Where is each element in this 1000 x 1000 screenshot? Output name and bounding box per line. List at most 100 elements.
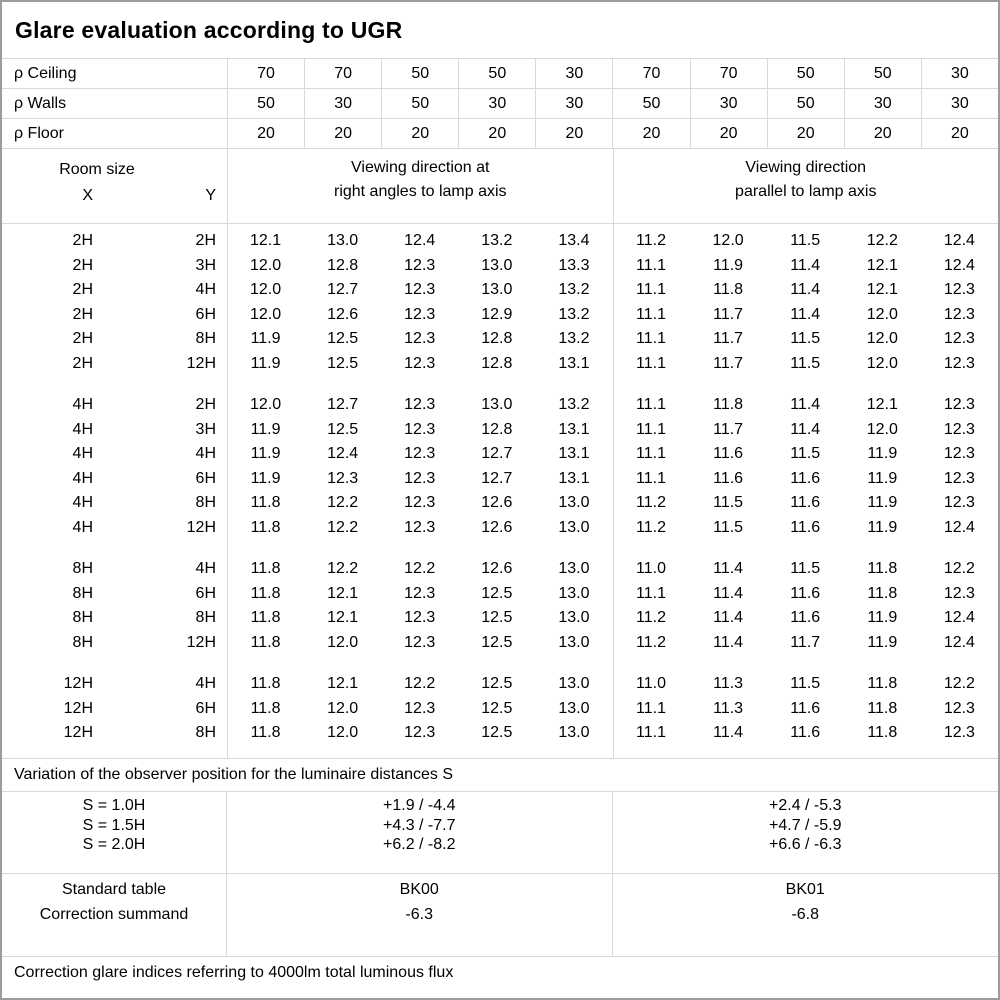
room-x-value: 12H [63, 675, 93, 692]
ugr-value: 12.3 [404, 609, 436, 627]
ugr-row: 2H 8H 11.9 12.5 12.3 12.8 13.2 11.1 11.7 11.5 12.0… [2, 327, 998, 352]
room-x-value: 4H [72, 519, 93, 537]
ugr-value: 11.2 [636, 633, 666, 651]
ugr-value: 11.8 [867, 699, 898, 717]
ugr-value: 12.3 [943, 469, 975, 487]
footer-note: Correction glare indices referring to 40… [14, 964, 454, 981]
ugr-value: 12.3 [404, 519, 436, 537]
ugr-value: 11.5 [713, 519, 744, 537]
ugr-value: 12.8 [327, 256, 359, 274]
s-values-parallel: +2.4 / -5.3 +4.7 / -5.9 +6.6 / -6.3 [613, 792, 999, 873]
ugr-value: 12.1 [327, 584, 359, 602]
room-x-value: 4H [72, 396, 93, 414]
viewing-direction-parallel-line2: parallel to lamp axis [735, 182, 877, 200]
ugr-data-area: 2H 2H 12.1 13.0 12.4 13.2 13.4 11.2 12.0 11.5 12.2… [2, 224, 998, 759]
ugr-value: 12.3 [404, 354, 436, 372]
ugr-value: 11.6 [713, 469, 744, 487]
s-correction-value: +6.2 / -8.2 [383, 836, 456, 853]
ugr-value: 13.2 [558, 330, 590, 348]
ugr-value: 11.1 [636, 330, 666, 348]
ugr-value: 12.0 [327, 699, 359, 717]
room-y-value: 6H [195, 699, 216, 717]
room-x-value: 4H [72, 469, 93, 487]
s-correction-value: +2.4 / -5.3 [769, 797, 842, 814]
room-size-header: Room size X Y [2, 149, 227, 223]
reflectance-row-label: ρ Walls [14, 95, 67, 112]
ugr-row: 2H 12H 11.9 12.5 12.3 12.8 13.1 11.1 11.7 11.5 12.… [2, 352, 998, 377]
ugr-value: 12.1 [866, 396, 898, 414]
ugr-row: 2H 6H 12.0 12.6 12.3 12.9 13.2 11.1 11.7 11.4 12.0… [2, 303, 998, 328]
ugr-value: 12.3 [943, 494, 975, 512]
ugr-value: 11.8 [250, 494, 281, 512]
room-x-value: 4H [72, 420, 93, 438]
ugr-value: 11.1 [636, 396, 666, 414]
room-y-value: 3H [195, 420, 216, 438]
ugr-row: 4H 12H 11.8 12.2 12.3 12.6 13.0 11.2 11.5 11.6 11.… [2, 516, 998, 541]
ugr-value: 12.3 [943, 445, 975, 463]
room-y-value: 3H [195, 256, 216, 274]
ugr-value: 12.2 [404, 560, 436, 578]
reflectance-value: 70 [689, 59, 767, 88]
room-x-value: 8H [72, 609, 93, 627]
ugr-value: 12.4 [943, 519, 975, 537]
ugr-value: 12.0 [249, 281, 282, 299]
room-y-value: 6H [195, 584, 216, 602]
ugr-row: 8H 4H 11.8 12.2 12.2 12.6 13.0 11.0 11.4 11.5 11.8… [2, 557, 998, 582]
ugr-value: 11.1 [636, 584, 666, 602]
reflectance-value: 30 [458, 89, 535, 118]
standard-table-right-angles: BK00 -6.3 [227, 874, 613, 956]
reflectance-row: ρ Ceiling 70 70 50 50 30 70 70 50 50 30 [2, 59, 998, 89]
ugr-value: 11.5 [713, 494, 744, 512]
ugr-value: 11.9 [250, 445, 281, 463]
ugr-value: 12.3 [404, 330, 436, 348]
room-x-value: 2H [72, 256, 93, 274]
ugr-value: 11.4 [790, 305, 821, 323]
ugr-value: 13.0 [558, 519, 590, 537]
ugr-value: 11.4 [790, 396, 821, 414]
ugr-value: 11.1 [636, 445, 666, 463]
ugr-value: 13.0 [481, 256, 513, 274]
ugr-value: 11.9 [867, 633, 898, 651]
ugr-value: 11.7 [713, 305, 744, 323]
ugr-row: 8H 12H 11.8 12.0 12.3 12.5 13.0 11.2 11.4 11.7 11.… [2, 631, 998, 656]
reflectance-value: 30 [920, 89, 998, 118]
variation-note: Variation of the observer position for t… [2, 759, 998, 792]
ugr-value: 13.2 [558, 281, 590, 299]
ugr-value: 12.4 [943, 256, 975, 274]
ugr-value: 11.8 [250, 560, 281, 578]
ugr-value: 12.0 [866, 330, 898, 348]
ugr-value: 13.0 [481, 281, 513, 299]
reflectance-value: 70 [612, 59, 689, 88]
ugr-value: 13.0 [558, 633, 590, 651]
ugr-value: 11.8 [250, 584, 281, 602]
room-size-block: 4H 2H 12.0 12.7 12.3 13.0 13.2 11.1 11.8 11.4 12.1… [2, 393, 998, 541]
ugr-value: 11.6 [790, 609, 821, 627]
ugr-value: 12.8 [481, 420, 513, 438]
room-x-value: 2H [72, 305, 93, 323]
ugr-row: 8H 6H 11.8 12.1 12.3 12.5 13.0 11.1 11.4 11.6 11.8… [2, 582, 998, 607]
reflectance-value: 20 [304, 119, 381, 148]
ugr-value: 13.0 [558, 699, 590, 717]
reflectance-value: 50 [227, 89, 304, 118]
ugr-value: 11.8 [250, 699, 281, 717]
ugr-value: 13.0 [558, 609, 590, 627]
ugr-row: 4H 4H 11.9 12.4 12.3 12.7 13.1 11.1 11.6 11.5 11.9… [2, 442, 998, 467]
ugr-value: 11.4 [713, 724, 744, 742]
ugr-value: 11.0 [636, 560, 666, 578]
ugr-value: 11.2 [636, 609, 666, 627]
ugr-value: 12.0 [249, 256, 282, 274]
s-correction-value: +6.6 / -6.3 [769, 836, 842, 853]
ugr-value: 11.8 [250, 519, 281, 537]
ugr-value: 11.8 [867, 675, 898, 692]
reflectance-rows: ρ Ceiling 70 70 50 50 30 70 70 50 50 30 ρ Walls 50 30… [2, 59, 998, 149]
ugr-value: 12.5 [481, 633, 513, 651]
ugr-row: 4H 3H 11.9 12.5 12.3 12.8 13.1 11.1 11.7 11.4 12.0… [2, 418, 998, 443]
ugr-value: 13.0 [327, 232, 359, 249]
ugr-value: 13.0 [481, 396, 513, 414]
ugr-value: 11.2 [636, 494, 666, 512]
ugr-value: 12.1 [327, 675, 359, 692]
ugr-value: 11.5 [790, 232, 821, 249]
ugr-value: 11.8 [250, 724, 281, 742]
ugr-value: 11.7 [790, 633, 821, 651]
